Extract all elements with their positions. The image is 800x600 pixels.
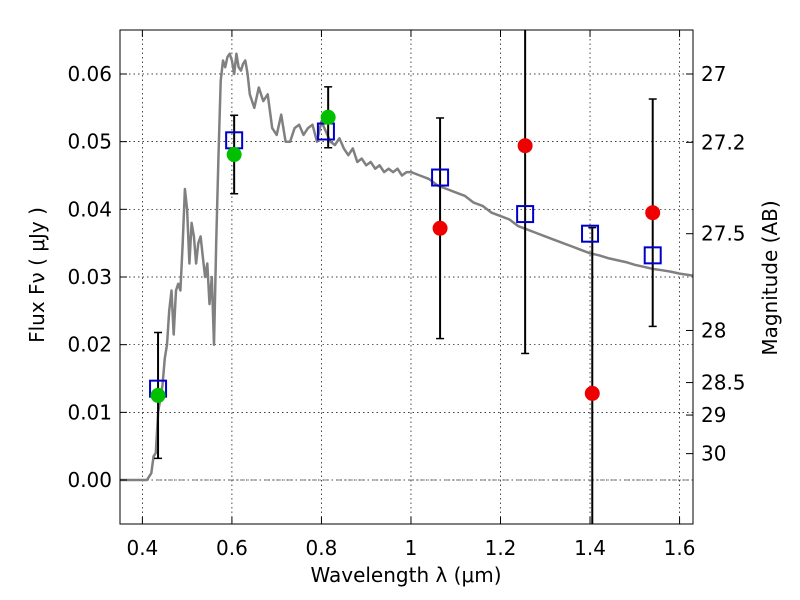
x-tick-label: 1.4: [574, 536, 606, 560]
non-detection-point: [584, 385, 600, 401]
y-tick-label: 0.00: [67, 468, 112, 492]
model-band-square: [581, 224, 600, 243]
mag-tick-label: 28.5: [701, 371, 746, 395]
y-axis-title: Flux Fν ( μJy ): [25, 207, 49, 343]
y-tick-label: 0.06: [67, 62, 112, 86]
non-detection-point: [517, 138, 533, 154]
y2-axis-title: Magnitude (AB): [758, 200, 782, 355]
detection-point: [320, 109, 336, 125]
mag-tick-label: 27: [701, 62, 726, 86]
non-detection-point: [645, 205, 661, 221]
mag-tick-label: 27.5: [701, 222, 746, 246]
tick-layer: 0.4 0.6 0.8 1 1.2 1.4 1.6 0.00 0.01 0.02 0.03 0.04 0…: [67, 30, 746, 560]
mag-tick-label: 29: [701, 403, 726, 427]
y-tick-label: 0.03: [67, 265, 112, 289]
model-band-square: [643, 246, 662, 265]
y-tick-label: 0.01: [67, 400, 112, 424]
x-axis-title: Wavelength λ (μm): [310, 563, 501, 587]
y-tick-label: 0.05: [67, 130, 112, 154]
mag-tick-label: 27.2: [701, 130, 746, 154]
non-detection-point: [432, 220, 448, 236]
y-tick-label: 0.02: [67, 333, 112, 357]
x-tick-label: 1.2: [485, 536, 517, 560]
series-layer: [120, 30, 693, 524]
clipped-series: [120, 30, 693, 524]
model-band-square: [516, 205, 535, 224]
x-tick-label: 0.8: [306, 536, 338, 560]
mag-tick-label: 28: [701, 318, 726, 342]
model-band-square: [431, 168, 450, 187]
detection-point: [150, 387, 166, 403]
x-tick-label: 0.6: [216, 536, 248, 560]
detection-point: [226, 147, 242, 163]
x-tick-label: 0.4: [126, 536, 158, 560]
mag-tick-label: 30: [701, 442, 726, 466]
x-tick-label: 1: [405, 536, 418, 560]
model-spectrum-line: [120, 52, 693, 482]
x-tick-label: 1.6: [664, 536, 696, 560]
y-tick-label: 0.04: [67, 197, 112, 221]
